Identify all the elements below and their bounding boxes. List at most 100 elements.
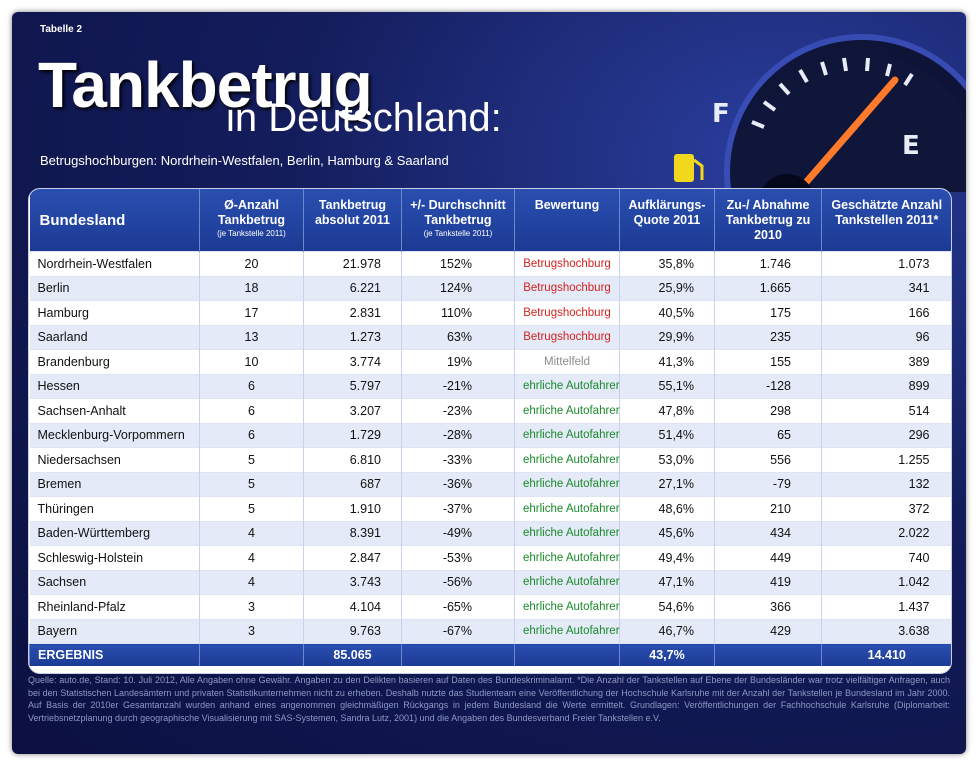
table-cell: Mecklenburg-Vorpommern [29,422,200,448]
frame: F E Tabelle 2 Tankbetrug in Deutschland:… [12,12,966,754]
table-box: Bundesland Ø-Anzahl Tankbetrug (je Tankste… [28,188,952,674]
column-header-note: (je Tankstelle 2011) [217,229,286,238]
source-note: Quelle: auto.de, Stand: 10. Juli 2012, A… [28,675,950,723]
table-cell: 6 [199,398,304,423]
rating-cell: Mittelfeld [514,349,620,374]
table-cell: 556 [714,447,822,472]
table-row: Saarland 13 1.273 63% Betrugshochburg 29,9% 23… [29,324,951,350]
table-cell: 740 [821,545,951,570]
table-cell: 899 [821,373,951,399]
table-cell: -36% [401,471,515,497]
table-cell: Bayern [29,618,200,644]
table-cell: 2.022 [821,520,951,546]
table-cell: 3.743 [303,569,402,595]
table-cell: Thüringen [29,496,200,521]
table-cell: 110% [401,300,515,325]
table-cell: Berlin [29,275,200,301]
total-cell: ERGEBNIS [29,643,200,666]
table-row: Rheinland-Pfalz 3 4.104 -65% ehrliche Autofa… [29,594,951,619]
total-cell: 14.410 [821,643,951,666]
data-table: Bundesland Ø-Anzahl Tankbetrug (je Tankste… [29,189,951,666]
table-cell: Sachsen [29,569,200,595]
table-cell: 3.207 [303,398,402,423]
table-cell: 296 [821,422,951,448]
table-row: Brandenburg 10 3.774 19% Mittelfeld 41,3% 155 3… [29,349,951,374]
table-cell: 3 [199,594,304,619]
rating-cell: ehrliche Autofahrer [514,594,620,619]
table-row: Nordrhein-Westfalen 20 21.978 152% Betrugsho… [29,251,951,276]
table-cell: 4.104 [303,594,402,619]
table-cell: 4 [199,569,304,595]
table-cell: 514 [821,398,951,423]
table-cell: 35,8% [619,251,715,276]
table-cell: -79 [714,471,822,497]
rating-cell: ehrliche Autofahrer [514,398,620,423]
table-cell: 389 [821,349,951,374]
table-cell: 20 [199,251,304,276]
table-cell: 5 [199,471,304,497]
table-cell: 21.978 [303,251,402,276]
table-cell: 6 [199,422,304,448]
rating-cell: ehrliche Autofahrer [514,545,620,570]
rating-cell: ehrliche Autofahrer [514,496,620,521]
table-cell: 29,9% [619,324,715,350]
table-cell: 54,6% [619,594,715,619]
table-cell: 46,7% [619,618,715,644]
column-header-note: (je Tankstelle 2011) [423,229,493,238]
table-cell: 8.391 [303,520,402,546]
column-header: Zu-/ Abnahme Tankbetrug zu 2010 [714,189,822,252]
table-cell: 5.797 [303,373,402,399]
table-cell: 298 [714,398,822,423]
table-cell: 4 [199,520,304,546]
table-cell: 53,0% [619,447,715,472]
table-row: Bayern 3 9.763 -67% ehrliche Autofahrer 46,7%… [29,618,951,644]
total-cell [514,643,620,666]
total-row: ERGEBNIS 85.065 43,7% 14.410 [29,643,951,666]
table-cell: -28% [401,422,515,448]
table-cell: Niedersachsen [29,447,200,472]
table-cell: 3 [199,618,304,644]
column-header: Geschätzte Anzahl Tankstellen 2011* [821,189,951,252]
table-cell: 3.638 [821,618,951,644]
table-cell: 49,4% [619,545,715,570]
subtitle: in Deutschland: [226,96,502,140]
rating-cell: ehrliche Autofahrer [514,422,620,448]
table-cell: 27,1% [619,471,715,497]
column-header-text: Ø-Anzahl Tankbetrug [217,198,286,227]
table-row: Schleswig-Holstein 4 2.847 -53% ehrliche Aut… [29,545,951,570]
table-cell: 55,1% [619,373,715,399]
table-cell: 17 [199,300,304,325]
rating-cell: ehrliche Autofahrer [514,520,620,546]
table-cell: 51,4% [619,422,715,448]
table-cell: 419 [714,569,822,595]
column-header: Ø-Anzahl Tankbetrug (je Tankstelle 2011) [199,189,304,252]
column-header: Bewertung [514,189,620,252]
table-row: Sachsen 4 3.743 -56% ehrliche Autofahrer 47,1… [29,569,951,595]
fuel-gauge: F E [674,34,966,192]
table-row: Berlin 18 6.221 124% Betrugshochburg 25,9% 1.6… [29,275,951,301]
table-row: Hamburg 17 2.831 110% Betrugshochburg 40,5% 17… [29,300,951,325]
table-cell: Nordrhein-Westfalen [29,251,200,276]
table-row: Thüringen 5 1.910 -37% ehrliche Autofahrer 48… [29,496,951,521]
table-cell: 63% [401,324,515,350]
table-cell: 132 [821,471,951,497]
table-cell: Baden-Württemberg [29,520,200,546]
rating-cell: ehrliche Autofahrer [514,569,620,595]
table-cell: -128 [714,373,822,399]
column-header: Aufklärungs-Quote 2011 [619,189,715,252]
table-cell: 5 [199,447,304,472]
table-cell: 341 [821,275,951,301]
table-cell: -53% [401,545,515,570]
table-row: Bremen 5 687 -36% ehrliche Autofahrer 27,1% -7… [29,471,951,497]
table-row: Hessen 6 5.797 -21% ehrliche Autofahrer 55,1%… [29,373,951,399]
table-cell: Hessen [29,373,200,399]
svg-text:F: F [712,99,730,129]
table-cell: 1.665 [714,275,822,301]
column-header-text: +/- Durchschnitt Tankbetrug [410,198,506,227]
table-cell: -23% [401,398,515,423]
table-cell: -33% [401,447,515,472]
table-cell: 449 [714,545,822,570]
table-cell: Brandenburg [29,349,200,374]
table-cell: 6.810 [303,447,402,472]
